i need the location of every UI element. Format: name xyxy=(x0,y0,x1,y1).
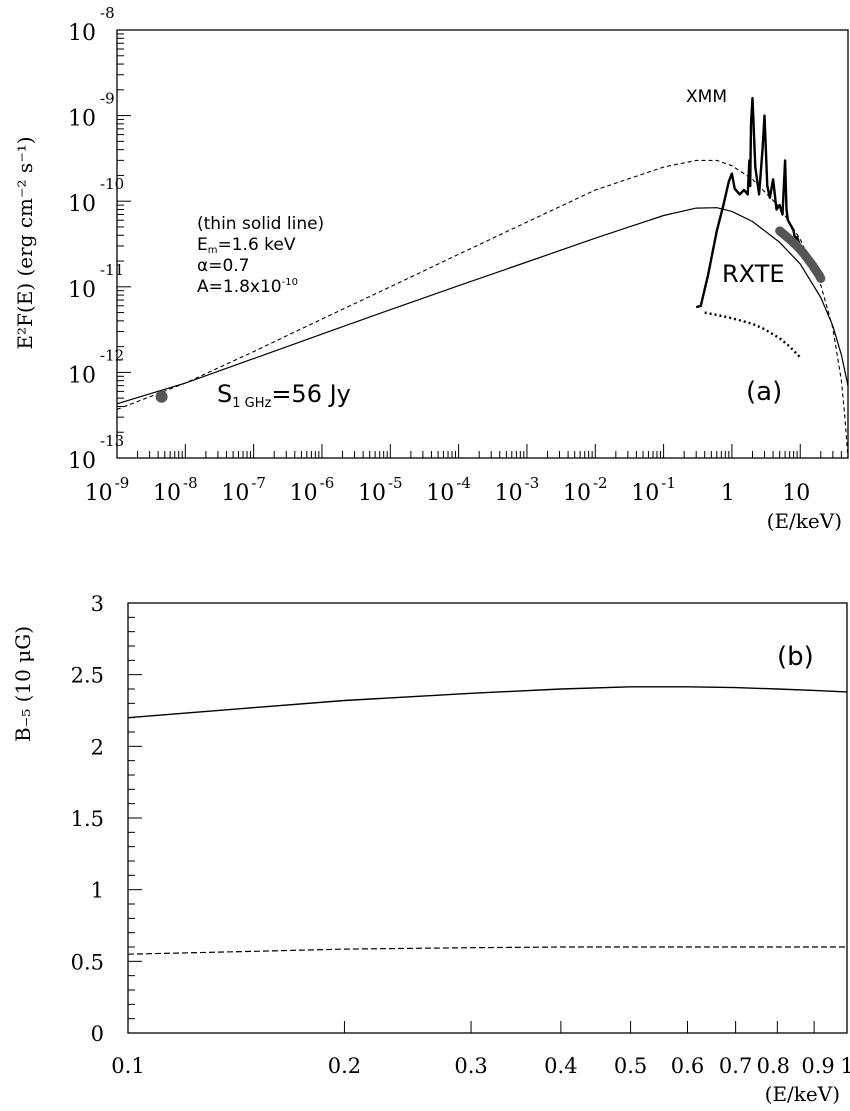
panel-b-x-axis-label: (E/keV) xyxy=(765,1082,840,1106)
radio-flux-point xyxy=(155,390,168,403)
panel-b-y-axis-label: B₋₅ (10 μG) xyxy=(11,626,35,742)
panel-a-frame xyxy=(116,29,849,459)
x-tick-label: 0.6 xyxy=(671,1054,704,1078)
radio-flux-label: S1 GHz=56 Jy xyxy=(217,380,351,411)
y-tick-label: 0 xyxy=(91,1022,104,1046)
dotted-line xyxy=(704,311,802,359)
y-tick-label: 1.5 xyxy=(71,807,104,831)
x-tick-label: 10 -9 xyxy=(85,474,130,506)
x-tick-label: 10 xyxy=(782,481,810,506)
panel-a-y-axis-label: E²F(E) (erg cm⁻² s⁻¹) xyxy=(13,136,37,349)
x-tick-label: 10 -7 xyxy=(221,474,266,506)
x-tick-label: 1 xyxy=(721,481,735,506)
y-tick-label: 2.5 xyxy=(71,664,104,688)
dashed-model-line xyxy=(117,159,848,458)
panel-b: 0.1 0.2 0.3 0.4 0.5 0.6 0.7 0.8 0.9 100.511.522.5… xyxy=(11,592,850,1106)
note-a: A=1.8x10-10 xyxy=(197,277,298,297)
note-alpha: α=0.7 xyxy=(197,256,250,276)
x-tick-label: 0.1 xyxy=(111,1054,144,1078)
panel-a-ticks xyxy=(116,33,849,459)
y-tick-label: 2 xyxy=(91,735,104,759)
x-tick-label: 10 -8 xyxy=(153,474,198,506)
dashed-field-curve xyxy=(127,946,847,955)
x-tick-label: 0.5 xyxy=(614,1054,647,1078)
y-tick-label: 0.5 xyxy=(71,950,104,974)
y-tick-label: 3 xyxy=(91,592,104,616)
panel-a-tick-labels: 10 -9 10 -8 10 -7 10 -6 10 -5 10 -4 10 -3 10 -2 10 -1 1 101… xyxy=(68,4,810,506)
panel-b-ticks xyxy=(127,602,848,1034)
note-line-1: (thin solid line) xyxy=(197,214,324,234)
xmm-spectrum xyxy=(695,96,802,309)
x-tick-label: 10 -4 xyxy=(426,474,471,506)
model-parameters-note: (thin solid line) Em=1.6 keV α=0.7 A=1.8… xyxy=(197,214,324,297)
x-tick-label: 10 -3 xyxy=(495,474,540,506)
rxte-label: RXTE xyxy=(722,260,785,288)
thin-solid-model-line xyxy=(117,207,848,405)
xmm-label: XMM xyxy=(686,87,727,107)
y-tick-label: 10-9 xyxy=(68,90,115,132)
panel-b-frame xyxy=(127,602,848,1034)
panel-b-tick-labels: 0.1 0.2 0.3 0.4 0.5 0.6 0.7 0.8 0.9 100.511.522.5… xyxy=(71,592,850,1078)
x-tick-label: 1 xyxy=(840,1054,850,1078)
rxte-spectrum xyxy=(775,226,826,283)
x-tick-label: 10 -2 xyxy=(563,474,608,506)
panel-b-series xyxy=(127,686,848,955)
x-tick-label: 0.2 xyxy=(328,1054,361,1078)
y-tick-label: 10-10 xyxy=(68,175,124,217)
panel-b-label: (b) xyxy=(777,642,814,672)
y-tick-label: 10-11 xyxy=(68,261,124,303)
x-tick-label: 0.4 xyxy=(544,1054,577,1078)
y-tick-label: 10-12 xyxy=(68,346,124,388)
y-tick-label: 10-13 xyxy=(68,432,124,474)
solid-field-curve xyxy=(127,686,848,719)
panel-a-x-axis-label: (E/keV) xyxy=(767,509,842,533)
x-tick-label: 0.7 xyxy=(719,1054,752,1078)
x-tick-label: 10 -6 xyxy=(290,474,335,506)
x-tick-label: 0.9 xyxy=(801,1054,834,1078)
panel-a-series xyxy=(117,96,848,458)
x-tick-label: 10 -1 xyxy=(631,474,676,506)
x-tick-label: 10 -5 xyxy=(358,474,403,506)
x-tick-label: 0.8 xyxy=(757,1054,790,1078)
panel-a-label: (a) xyxy=(746,377,782,407)
y-tick-label: 10-8 xyxy=(68,4,115,46)
panel-a: 10 -9 10 -8 10 -7 10 -6 10 -5 10 -4 10 -3 10 -2 10 -1 1 101… xyxy=(13,4,849,533)
y-tick-label: 1 xyxy=(91,879,104,903)
x-tick-label: 0.3 xyxy=(454,1054,487,1078)
note-em: Em=1.6 keV xyxy=(197,235,296,256)
